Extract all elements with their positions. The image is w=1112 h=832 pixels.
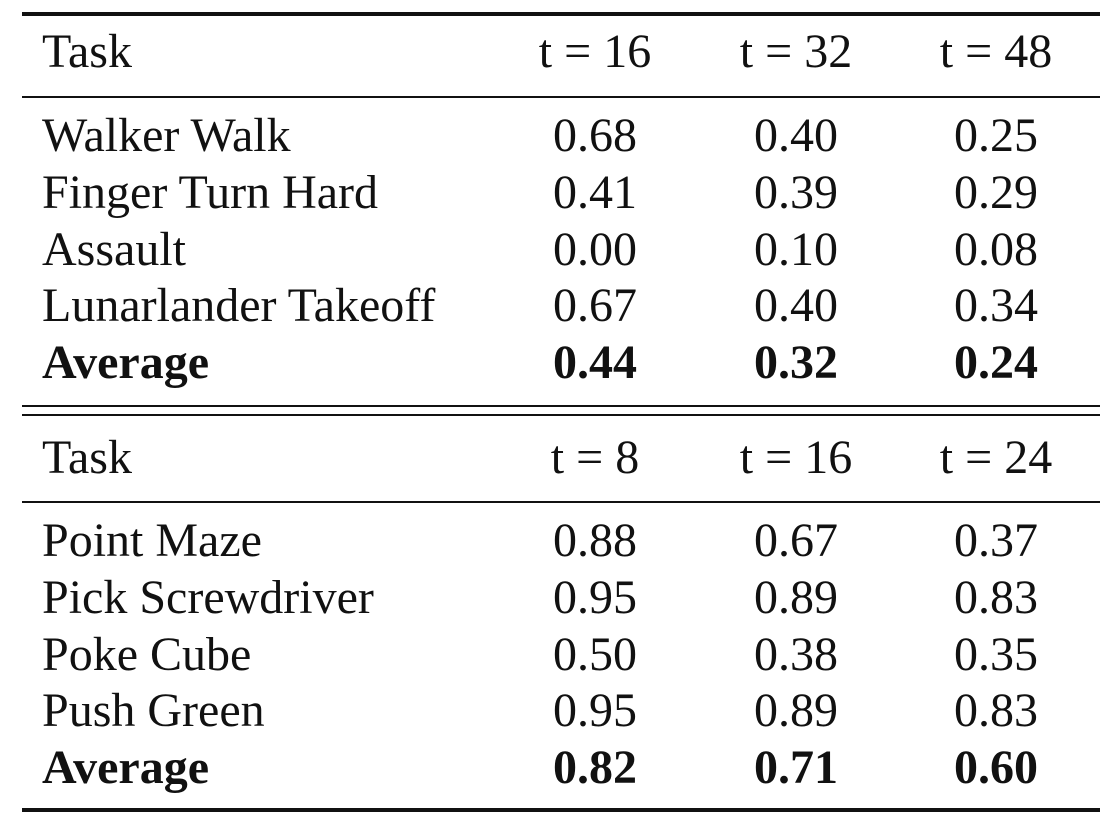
- column-header: t = 16: [739, 431, 853, 484]
- task-name: Pick Screwdriver: [42, 571, 374, 624]
- value-cell: 0.40: [754, 279, 838, 332]
- value-cell: 0.10: [754, 223, 838, 276]
- value-cell: 0.29: [954, 166, 1038, 219]
- table-row: Push Green 0.95 0.89 0.83: [0, 683, 1112, 739]
- value-cell: 0.40: [754, 109, 838, 162]
- column-header: t = 48: [939, 25, 1053, 78]
- column-header: t = 32: [739, 25, 853, 78]
- value-cell: 0.89: [754, 571, 838, 624]
- column-header: t = 8: [550, 431, 640, 484]
- table-row: Point Maze 0.88 0.67 0.37: [0, 513, 1112, 569]
- task-name: Finger Turn Hard: [42, 166, 379, 219]
- average-label: Average: [42, 336, 210, 389]
- average-row: Average 0.44 0.32 0.24: [0, 335, 1112, 391]
- value-cell: 0.68: [553, 109, 637, 162]
- table-1-header-row: Task t = 16 t = 32 t = 48: [0, 24, 1112, 80]
- value-cell: 0.89: [754, 684, 838, 737]
- average-row: Average 0.82 0.71 0.60: [0, 740, 1112, 796]
- column-header: t = 24: [939, 431, 1053, 484]
- average-value: 0.32: [754, 336, 838, 389]
- bottom-rule: [22, 808, 1100, 812]
- average-label: Average: [42, 741, 210, 794]
- table-row: Pick Screwdriver 0.95 0.89 0.83: [0, 570, 1112, 626]
- value-cell: 0.67: [553, 279, 637, 332]
- task-name: Point Maze: [42, 514, 262, 567]
- table-row: Lunarlander Takeoff 0.67 0.40 0.34: [0, 278, 1112, 334]
- value-cell: 0.39: [754, 166, 838, 219]
- value-cell: 0.35: [954, 628, 1038, 681]
- header-rule-2: [22, 501, 1100, 503]
- column-header: t = 16: [538, 25, 652, 78]
- section-rule-a: [22, 405, 1100, 407]
- average-value: 0.44: [553, 336, 637, 389]
- value-cell: 0.08: [954, 223, 1038, 276]
- value-cell: 0.50: [553, 628, 637, 681]
- value-cell: 0.95: [553, 571, 637, 624]
- table-row: Walker Walk 0.68 0.40 0.25: [0, 108, 1112, 164]
- average-value: 0.82: [553, 741, 637, 794]
- task-name: Poke Cube: [42, 628, 252, 681]
- table-row: Finger Turn Hard 0.41 0.39 0.29: [0, 165, 1112, 221]
- task-name: Push Green: [42, 684, 265, 737]
- task-name: Walker Walk: [42, 109, 291, 162]
- table-row: Poke Cube 0.50 0.38 0.35: [0, 627, 1112, 683]
- header-rule-1: [22, 96, 1100, 98]
- value-cell: 0.25: [954, 109, 1038, 162]
- section-rule-b: [22, 414, 1100, 416]
- average-value: 0.71: [754, 741, 838, 794]
- value-cell: 0.83: [954, 571, 1038, 624]
- average-value: 0.24: [954, 336, 1038, 389]
- table-row: Assault 0.00 0.10 0.08: [0, 222, 1112, 278]
- value-cell: 0.00: [553, 223, 637, 276]
- value-cell: 0.83: [954, 684, 1038, 737]
- task-name: Assault: [42, 223, 186, 276]
- value-cell: 0.67: [754, 514, 838, 567]
- table-2-header-row: Task t = 8 t = 16 t = 24: [0, 430, 1112, 486]
- average-value: 0.60: [954, 741, 1038, 794]
- task-name: Lunarlander Takeoff: [42, 279, 436, 332]
- value-cell: 0.38: [754, 628, 838, 681]
- value-cell: 0.41: [553, 166, 637, 219]
- value-cell: 0.37: [954, 514, 1038, 567]
- column-header-task: Task: [42, 25, 132, 78]
- value-cell: 0.34: [954, 279, 1038, 332]
- top-rule: [22, 12, 1100, 16]
- value-cell: 0.88: [553, 514, 637, 567]
- column-header-task: Task: [42, 431, 132, 484]
- value-cell: 0.95: [553, 684, 637, 737]
